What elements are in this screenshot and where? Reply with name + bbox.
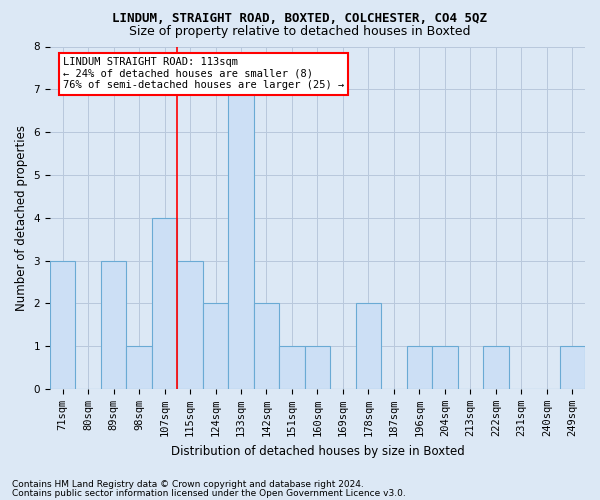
Bar: [305, 346, 330, 389]
Bar: [203, 304, 228, 389]
Bar: [483, 346, 509, 389]
Bar: [560, 346, 585, 389]
Text: LINDUM STRAIGHT ROAD: 113sqm
← 24% of detached houses are smaller (8)
76% of sem: LINDUM STRAIGHT ROAD: 113sqm ← 24% of de…: [63, 57, 344, 90]
Bar: [254, 304, 279, 389]
Y-axis label: Number of detached properties: Number of detached properties: [15, 124, 28, 310]
Text: Size of property relative to detached houses in Boxted: Size of property relative to detached ho…: [129, 25, 471, 38]
Bar: [279, 346, 305, 389]
Bar: [407, 346, 432, 389]
Bar: [178, 260, 203, 389]
Bar: [101, 260, 127, 389]
Bar: [127, 346, 152, 389]
Text: Contains public sector information licensed under the Open Government Licence v3: Contains public sector information licen…: [12, 488, 406, 498]
Bar: [432, 346, 458, 389]
Text: Contains HM Land Registry data © Crown copyright and database right 2024.: Contains HM Land Registry data © Crown c…: [12, 480, 364, 489]
Bar: [228, 90, 254, 389]
Text: LINDUM, STRAIGHT ROAD, BOXTED, COLCHESTER, CO4 5QZ: LINDUM, STRAIGHT ROAD, BOXTED, COLCHESTE…: [113, 12, 487, 26]
Bar: [50, 260, 76, 389]
Bar: [152, 218, 178, 389]
X-axis label: Distribution of detached houses by size in Boxted: Distribution of detached houses by size …: [170, 444, 464, 458]
Bar: [356, 304, 381, 389]
